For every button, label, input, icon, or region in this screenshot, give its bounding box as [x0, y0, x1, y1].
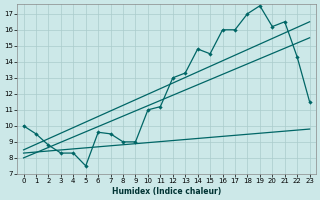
X-axis label: Humidex (Indice chaleur): Humidex (Indice chaleur) [112, 187, 221, 196]
